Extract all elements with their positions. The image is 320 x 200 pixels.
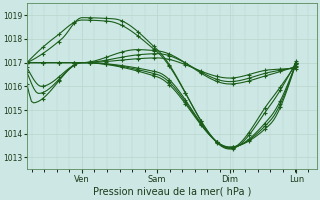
X-axis label: Pression niveau de la mer( hPa ): Pression niveau de la mer( hPa ) bbox=[92, 187, 251, 197]
